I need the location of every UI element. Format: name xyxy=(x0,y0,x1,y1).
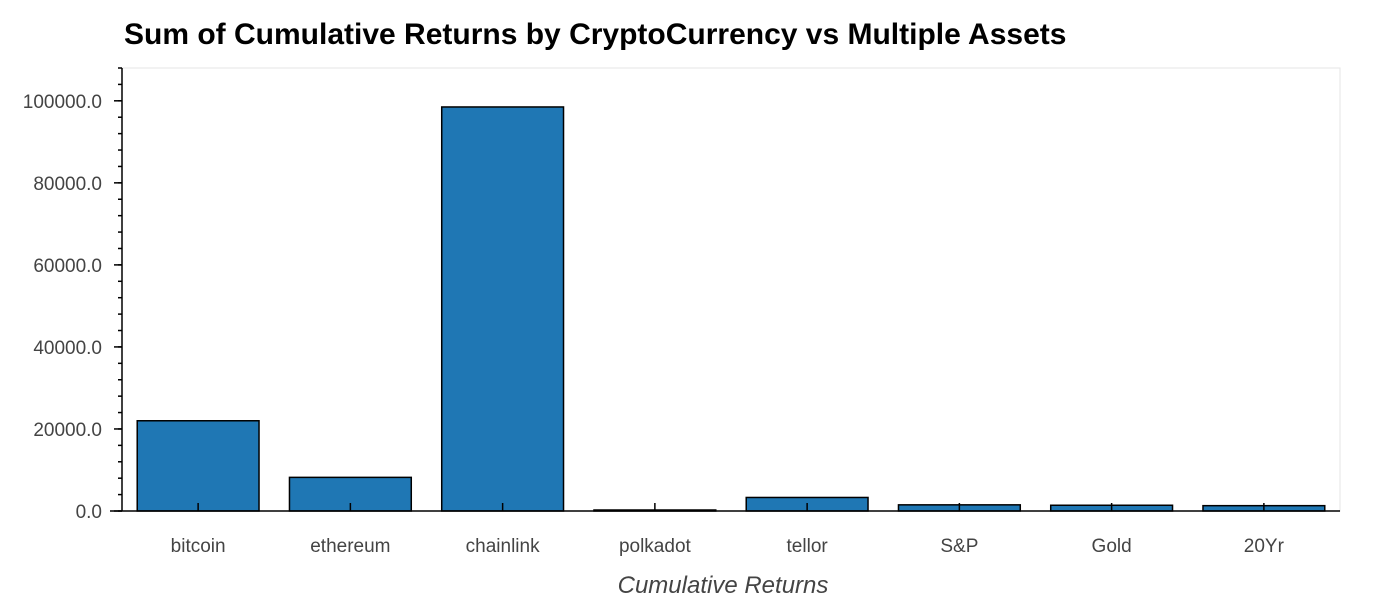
x-axis-title: Cumulative Returns xyxy=(618,572,829,599)
y-tick-label: 100000.0 xyxy=(23,92,102,113)
x-tick-label: ethereum xyxy=(310,536,390,557)
x-tick-label: tellor xyxy=(787,536,829,557)
x-tick-label: chainlink xyxy=(466,536,540,557)
y-tick-label: 60000.0 xyxy=(33,256,102,277)
y-axis: 0.0 20000.0 40000.0 60000.0 80000.0 100000.0 xyxy=(23,67,123,523)
chart-title: Sum of Cumulative Returns by CryptoCurre… xyxy=(124,18,1067,51)
x-tick-label: bitcoin xyxy=(171,536,226,557)
plot-frame xyxy=(121,67,1341,512)
x-tick-label: 20Yr xyxy=(1244,536,1285,557)
y-tick-label: 0.0 xyxy=(76,502,102,523)
x-tick-label: S&P xyxy=(940,536,978,557)
bar-bitcoin xyxy=(136,420,260,512)
x-tick-label: polkadot xyxy=(619,536,692,557)
y-tick-label: 20000.0 xyxy=(33,420,102,441)
y-tick-label: 80000.0 xyxy=(33,174,102,195)
x-tick-label: Gold xyxy=(1092,536,1132,557)
y-tick-label: 40000.0 xyxy=(33,338,102,359)
bar-chainlink xyxy=(440,106,565,512)
bars-group xyxy=(136,106,1326,512)
x-axis: bitcoin ethereum chainlink polkadot tellor S&… xyxy=(110,503,1340,557)
